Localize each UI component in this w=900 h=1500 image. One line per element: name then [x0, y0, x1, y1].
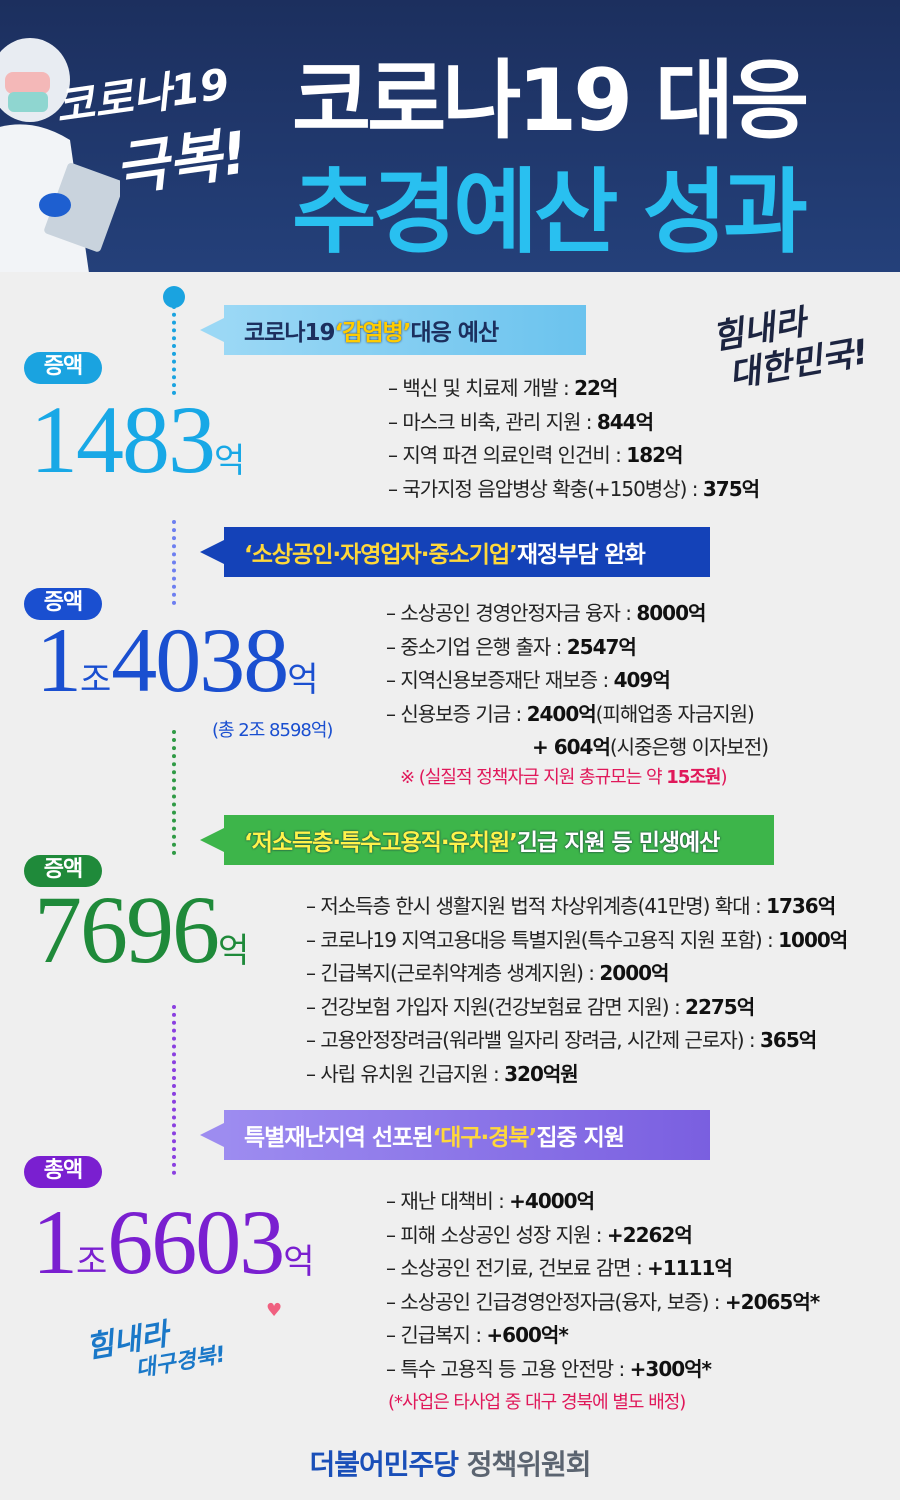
section3-items: – 저소득층 한시 생활지원 법적 차상위계층(41만명) 확대 : 1736억… — [306, 890, 848, 1091]
list-item: – 건강보험 가입자 지원(건강보험료 감면 지원) : 2275억 — [306, 994, 755, 1019]
section3-badge: 증액 — [24, 855, 102, 887]
list-item: – 신용보증 기금 : 2400억(피해업종 자금지원) — [386, 701, 755, 726]
list-item: – 피해 소상공인 성장 지원 : +2262억 — [386, 1222, 693, 1247]
section4-note: (*사업은 타사업 중 대구 경북에 별도 배정) — [388, 1392, 686, 1413]
list-item: – 재난 대책비 : +4000억 — [386, 1189, 595, 1213]
list-item: – 사립 유치원 긴급지원 : 320억원 — [306, 1061, 579, 1086]
timeline-segment — [172, 730, 176, 855]
list-item: – 긴급복지 : +600억* — [386, 1323, 569, 1347]
list-item: – 중소기업 은행 출자 : 2547억 — [386, 634, 637, 659]
list-item: – 소상공인 경영안정자금 융자 : 8000억 — [386, 601, 706, 625]
section1-banner: 코로나19 ‘감염병’ 대응 예산 — [200, 305, 586, 355]
section4-items: – 재난 대책비 : +4000억 – 피해 소상공인 성장 지원 : +226… — [386, 1185, 820, 1386]
slogan: 코로나19 극복! — [51, 48, 252, 212]
list-item: – 저소득층 한시 생활지원 법적 차상위계층(41만명) 확대 : 1736억 — [306, 894, 836, 918]
list-item: – 소상공인 전기료, 건보료 감면 : +1111억 — [386, 1256, 733, 1280]
section4-amount: 1조6603억 — [32, 1191, 315, 1293]
section3-banner: ‘저소득층·특수고용직·유치원’ 긴급 지원 등 민생예산 — [200, 815, 774, 865]
list-item: – 마스크 비축, 관리 지원 : 844억 — [388, 409, 654, 434]
list-item: – 특수 고용직 등 고용 안전망 : +300억* — [386, 1356, 712, 1381]
list-item: – 지역 파견 의료인력 인건비 : 182억 — [388, 443, 683, 467]
party-name: 더불어민주당 — [309, 1448, 459, 1481]
list-item: – 지역신용보증재단 재보증 : 409억 — [386, 668, 671, 692]
timeline-segment — [172, 1005, 176, 1175]
timeline-segment — [172, 305, 176, 395]
section2-items: – 소상공인 경영안정자금 융자 : 8000억 – 중소기업 은행 출자 : … — [386, 597, 769, 765]
list-item: + 604억(시중은행 이자보전) — [532, 735, 769, 759]
section4-banner: 특별재난지역 선포된 ‘대구·경북’ 집중 지원 — [200, 1110, 710, 1160]
list-item: – 국가지정 음압병상 확충(+150병상) : 375억 — [388, 476, 760, 501]
section3-amount: 7696억 — [34, 876, 250, 983]
section2-banner: ‘소상공인·자영업자·중소기업’ 재정부담 완화 — [200, 527, 710, 577]
timeline-dot — [163, 286, 185, 308]
footer: 더불어민주당 정책위원회 — [0, 1443, 900, 1483]
list-item: – 백신 및 치료제 개발 : 22억 — [388, 376, 618, 400]
title-line1: 코로나19 대응 — [292, 51, 809, 151]
section2-total: (총 2조 8598억) — [212, 720, 333, 741]
slogan-line2: 극복! — [110, 118, 252, 205]
list-item: – 고용안정장려금(워라밸 일자리 장려금, 시간제 근로자) : 365억 — [306, 1028, 817, 1052]
medical-worker-illustration — [0, 38, 120, 272]
section2-amount: 1조4038억 — [36, 609, 319, 711]
slogan-line1: 코로나19 — [52, 59, 233, 132]
timeline-segment — [172, 520, 176, 605]
heart-icon: ♥ — [266, 1300, 283, 1321]
committee-name: 정책위원회 — [458, 1448, 592, 1481]
section2-badge: 증액 — [24, 588, 102, 620]
section2-note: ※ (실질적 정책자금 지원 총규모는 약 15조원) — [400, 767, 727, 788]
header: 코로나19 극복! 코로나19 대응 추경예산 성과 — [0, 0, 900, 272]
title-line2: 추경예산 성과 — [292, 159, 808, 266]
cheer-daegu: 힘내라 대구경북! — [83, 1316, 228, 1383]
list-item: – 긴급복지(근로취약계층 생계지원) : 2000억 — [306, 961, 669, 985]
section1-items: – 백신 및 치료제 개발 : 22억 – 마스크 비축, 관리 지원 : 84… — [388, 372, 760, 506]
section4-badge: 총액 — [24, 1156, 102, 1188]
list-item: – 소상공인 긴급경영안정자금(융자, 보증) : +2065억* — [386, 1289, 820, 1314]
section1-badge: 증액 — [24, 352, 102, 384]
list-item: – 코로나19 지역고용대응 특별지원(특수고용직 지원 포함) : 1000억 — [306, 927, 848, 952]
section1-amount: 1483억 — [30, 386, 246, 493]
